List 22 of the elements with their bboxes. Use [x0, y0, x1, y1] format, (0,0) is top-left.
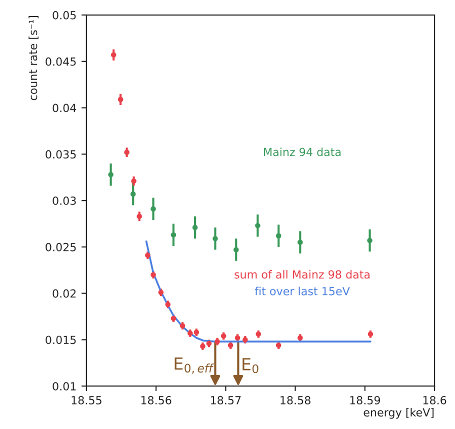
y-tick-label: 0.03	[52, 196, 76, 205]
y-axis-title: count rate [s⁻¹]	[28, 16, 39, 100]
x-tick-label: 18.59	[350, 396, 380, 404]
annotation: E$_{0,eff}$	[174, 358, 214, 374]
y-tick-label: 0.02	[52, 289, 76, 298]
x-tick-label: 18.55	[72, 396, 102, 404]
x-tick-label: 18.6	[423, 396, 446, 404]
x-tick-label: 18.58	[280, 396, 310, 404]
y-tick-label: 0.01	[52, 382, 76, 390]
annotation: E$_{0}$	[242, 358, 258, 374]
y-tick-label: 0.045	[46, 57, 76, 66]
text: fit over last 15eV	[254, 286, 350, 296]
text: sum of all Mainz 98 data	[234, 270, 370, 279]
y-tick-label: 0.04	[52, 104, 76, 112]
y-tick-label: 0.015	[46, 336, 76, 344]
text: Mainz 94 data	[264, 148, 341, 156]
x-tick-label: 18.57	[210, 396, 241, 404]
x-tick-label: 18.56	[141, 396, 172, 404]
y-tick-label: 0.05	[52, 10, 76, 20]
y-tick-label: 0.025	[46, 242, 76, 252]
x-axis-title: energy [keV]	[364, 408, 434, 419]
y-tick-label: 0.035	[46, 150, 76, 159]
